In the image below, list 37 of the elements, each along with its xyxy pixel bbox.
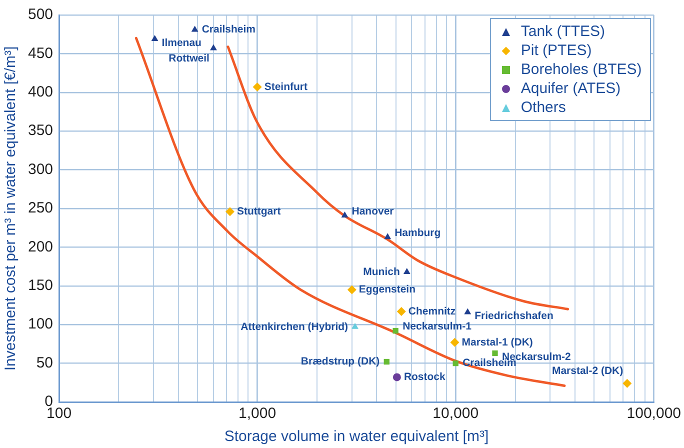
annotation: Friedrichshafen [474, 310, 554, 322]
x-tick-label: 100,000 [626, 405, 682, 422]
y-tick-label: 500 [28, 6, 54, 24]
y-tick-label: 250 [28, 200, 54, 217]
y-tick-label: 350 [28, 122, 54, 140]
legend-label: Tank (TTES) [520, 22, 606, 41]
x-tick-label: 10,000 [432, 405, 479, 422]
legend-label: Boreholes (BTES) [520, 60, 642, 79]
annotation: Rostock [404, 371, 446, 384]
legend-label: Pit (PTES) [520, 41, 592, 60]
annotation: Steinfurt [264, 80, 308, 93]
y-tick-label: 450 [28, 44, 54, 62]
annotation: Hanover [352, 205, 394, 218]
annotation: Marstal-1 (DK) [462, 336, 533, 348]
annotation: Eggenstein [358, 284, 416, 296]
annotation: Attenkirchen (Hybrid) [240, 320, 348, 333]
y-tick-label: 200 [28, 238, 54, 256]
annotation: Brædstrup (DK) [300, 356, 380, 368]
y-tick-label: 50 [36, 354, 54, 372]
annotation: Stuttgart [236, 205, 282, 218]
legend-label: Others [520, 98, 566, 117]
annotation: Rottweil [168, 52, 210, 65]
x-axis-title: Storage volume in water equivalent [m³] [224, 428, 489, 446]
annotation: Neckarsulm-1 [402, 320, 472, 333]
legend-label: Aquifer (ATES) [520, 79, 621, 98]
annotation: Marstal-2 (DK) [552, 364, 624, 377]
annotation: Chemnitz [408, 305, 456, 318]
y-tick-label: 300 [28, 160, 54, 178]
x-tick-label: 1,000 [238, 405, 276, 422]
y-tick-label: 100 [28, 316, 54, 333]
annotation: Munich [363, 266, 400, 278]
annotation: Crailsheim [202, 24, 256, 36]
y-tick-label: 400 [28, 84, 54, 101]
y-axis-title: Investment cost per m³ in water equivalent [€/m³] [2, 46, 20, 371]
annotation: Ilmenau [162, 36, 202, 49]
annotation: Hamburg [394, 227, 441, 240]
y-tick-label: 150 [28, 277, 54, 294]
